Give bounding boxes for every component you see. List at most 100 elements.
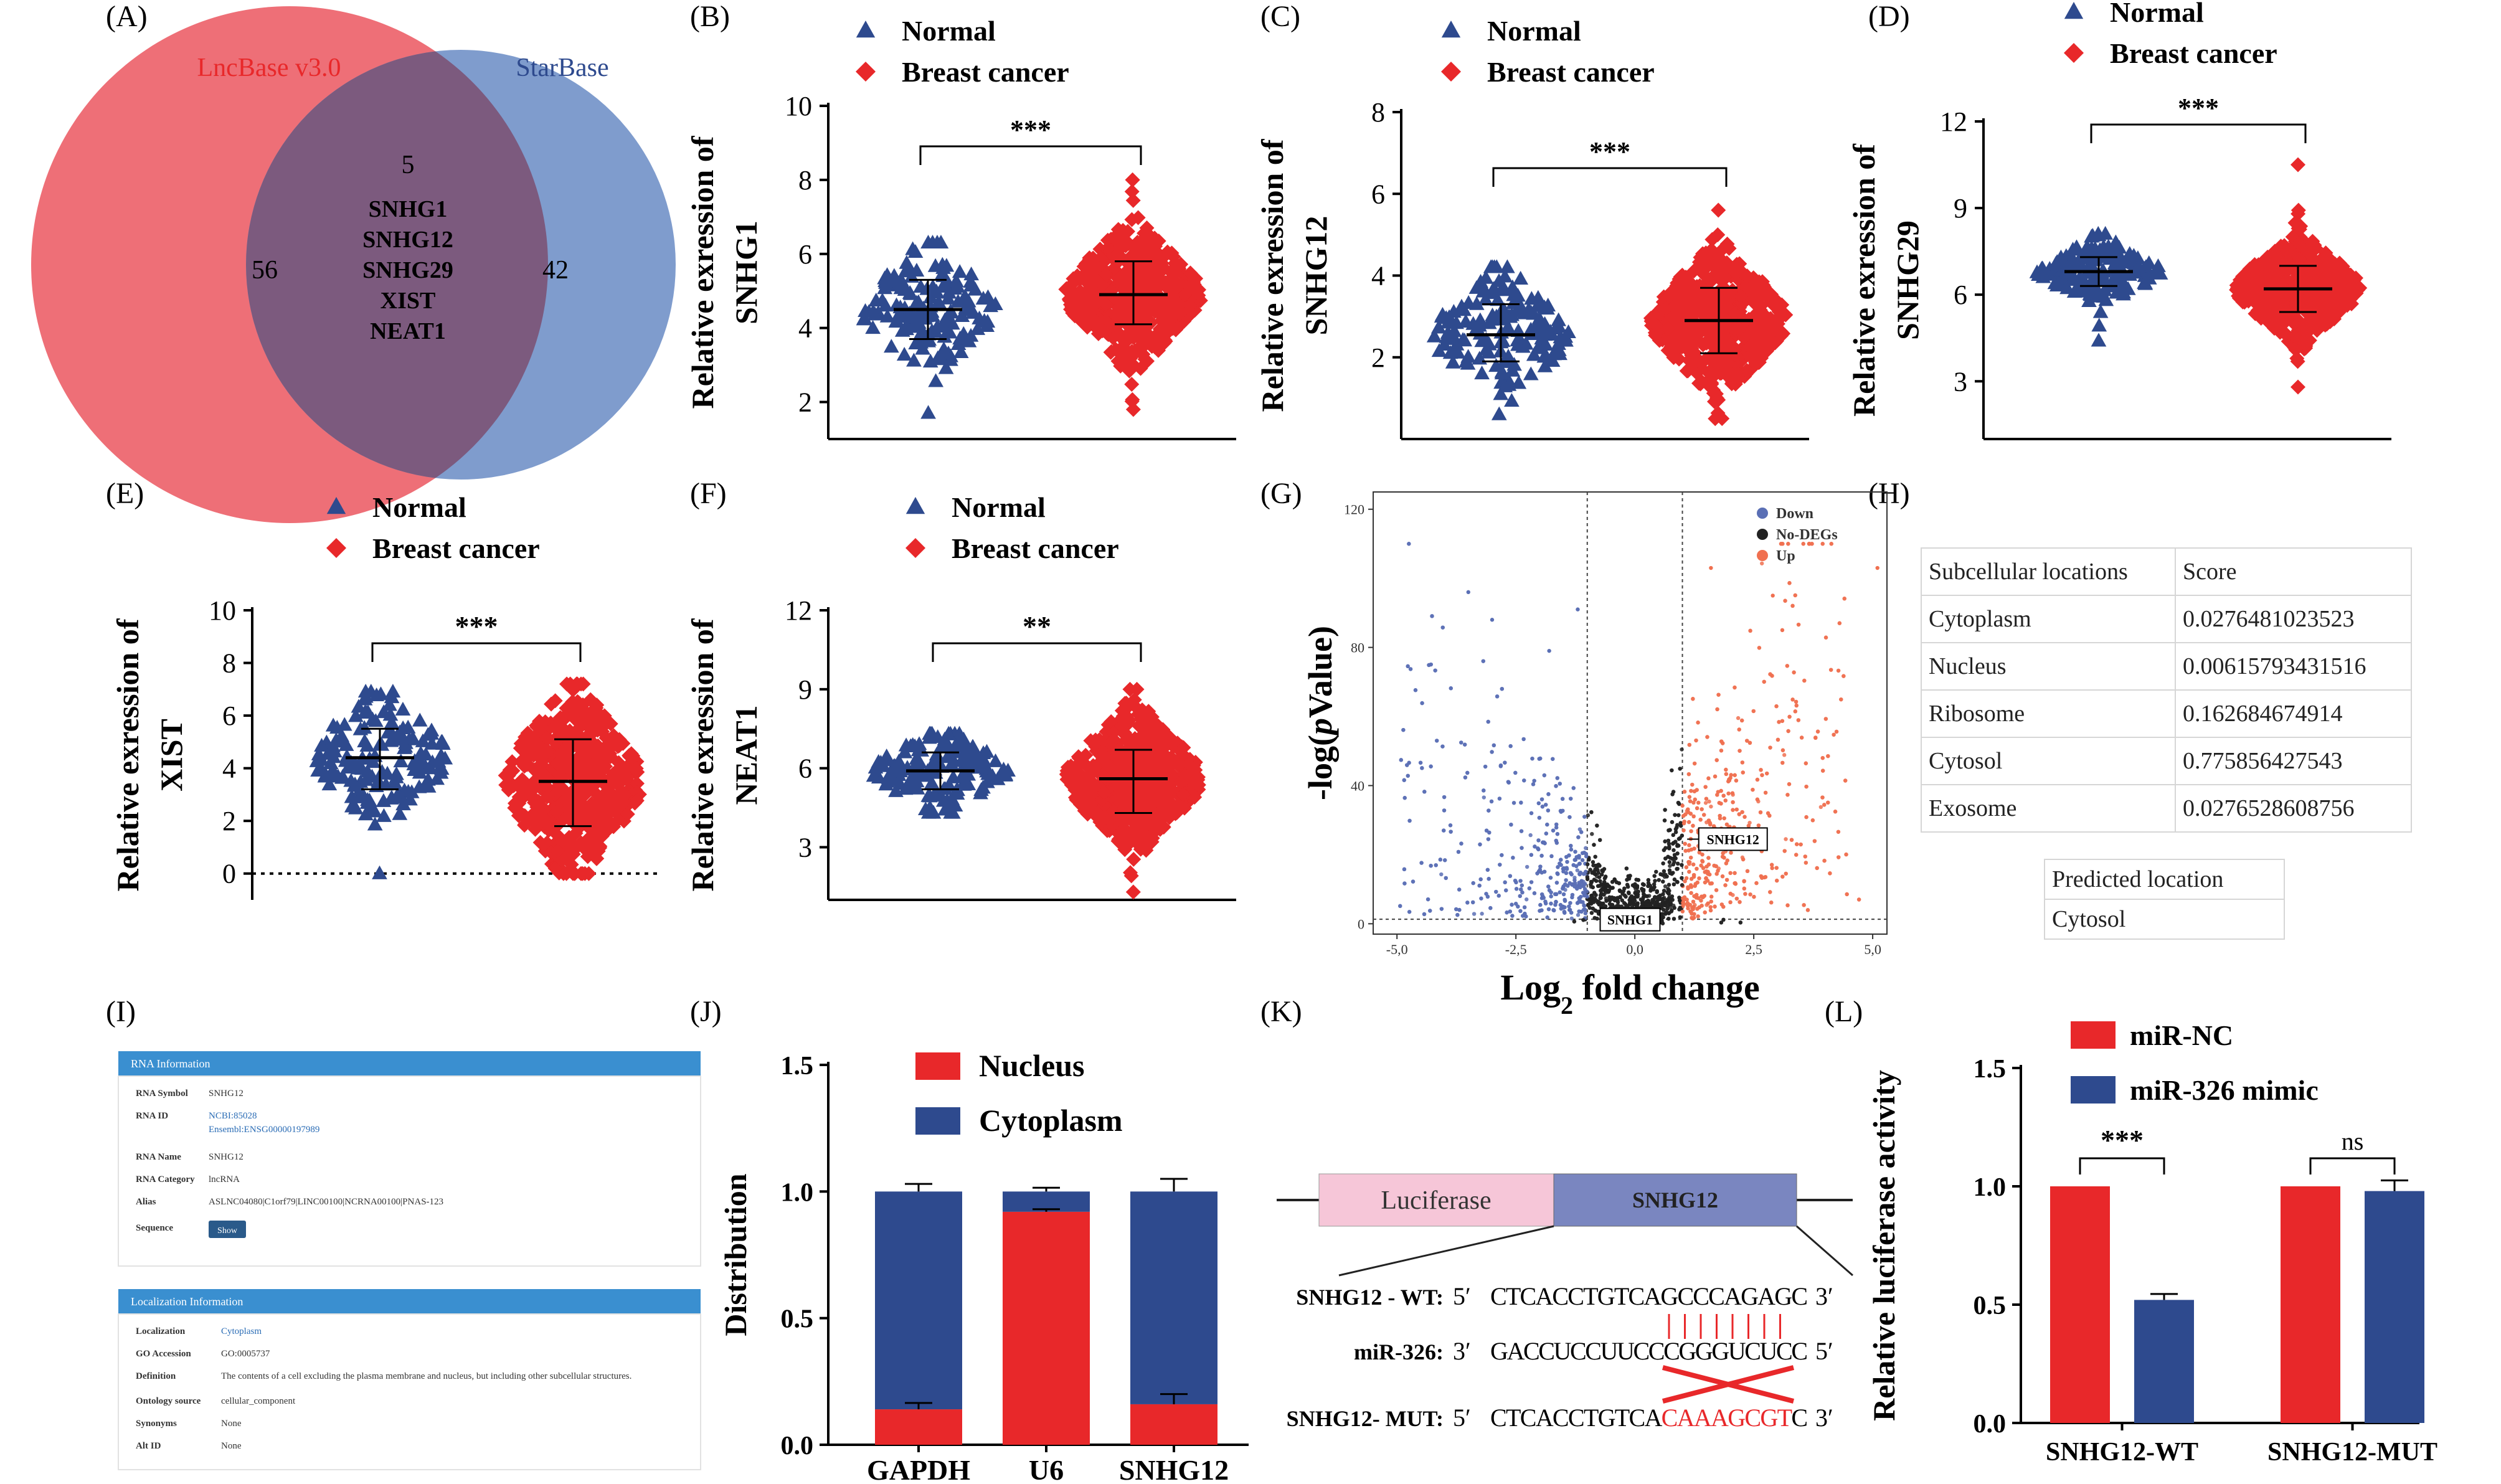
marker-triangle (2053, 249, 2069, 263)
marker-diamond (2302, 291, 2317, 306)
volcano-point (1579, 830, 1584, 834)
volcano-point (1485, 867, 1490, 872)
marker-diamond (1104, 344, 1119, 359)
marker-triangle (1524, 291, 1539, 305)
normal-points (856, 234, 1003, 419)
marker-triangle (1485, 259, 1500, 273)
venn-right-title: StarBase (516, 54, 608, 82)
marker-triangle (1445, 354, 1461, 369)
marker-diamond (2300, 243, 2316, 258)
normal-points (1426, 259, 1576, 420)
marker-diamond (2267, 252, 2282, 267)
y-tick-label: 8 (222, 648, 236, 679)
marker-diamond (2335, 289, 2350, 305)
marker-triangle (1537, 327, 1553, 341)
marker-diamond (1070, 291, 1085, 307)
marker-triangle (1532, 318, 1548, 332)
volcano-point (1525, 897, 1529, 902)
marker-diamond (1711, 202, 1726, 218)
marker-triangle (1441, 21, 1461, 38)
x-tick-label: 5,0 (1864, 942, 1881, 957)
marker-triangle (1494, 365, 1510, 380)
marker-triangle (1473, 279, 1490, 293)
significance-label: *** (1589, 136, 1630, 167)
marker-diamond (2300, 322, 2316, 338)
venn-diagram: LncBase v3.0 StarBase 56 5 42 SNHG1SNHG1… (31, 6, 676, 523)
panel-letter-a: (A) (106, 0, 148, 33)
marker-triangle (1510, 337, 1526, 351)
y-tick-label: 8 (798, 165, 812, 196)
marker-triangle (906, 352, 922, 367)
normal-points (309, 684, 453, 879)
y-tick-label: 4 (222, 754, 236, 784)
marker-diamond (1118, 346, 1134, 361)
marker-diamond (1691, 353, 1707, 369)
marker-diamond (1100, 240, 1116, 256)
cancer-points (1058, 172, 1208, 417)
legend-label-normal: Normal (1487, 15, 1581, 47)
marker-triangle (1496, 282, 1513, 296)
marker-triangle (1526, 347, 1542, 361)
marker-triangle (1523, 366, 1539, 380)
panel-letter-f: (F) (690, 477, 727, 510)
marker-diamond (1721, 369, 1736, 385)
marker-diamond (1739, 268, 1755, 284)
marker-diamond (1695, 254, 1711, 270)
volcano-point (1480, 912, 1484, 916)
legend-label-normal: Normal (902, 15, 996, 47)
marker-diamond (1758, 337, 1774, 352)
marker-diamond (1098, 296, 1113, 312)
marker-triangle (909, 263, 925, 277)
volcano-point (1528, 833, 1533, 838)
y-tick-label: 0 (222, 859, 236, 889)
legend-label-normal: Normal (372, 491, 466, 523)
marker-triangle (1501, 321, 1517, 335)
marker-triangle (934, 257, 950, 271)
marker-diamond (1702, 275, 1718, 290)
marker-diamond (1183, 298, 1198, 313)
volcano-point (1586, 813, 1591, 818)
marker-triangle (965, 305, 981, 319)
venn-gene-label: SNHG1 (369, 196, 448, 222)
marker-triangle (889, 313, 905, 327)
marker-diamond (1648, 318, 1663, 333)
cancer-points (1643, 202, 1794, 427)
marker-triangle (1523, 321, 1539, 336)
marker-diamond (1141, 227, 1156, 242)
marker-triangle (865, 319, 881, 334)
volcano-point (1759, 561, 1764, 565)
marker-diamond (1137, 351, 1153, 367)
panel-letter-h: (H) (1868, 477, 1910, 510)
marker-triangle (1523, 305, 1539, 319)
marker-diamond (2235, 294, 2251, 310)
volcano-point (1716, 692, 1721, 697)
marker-diamond (326, 538, 346, 558)
marker-diamond (1724, 260, 1739, 275)
y-tick-label: 3 (798, 832, 812, 863)
volcano-point (1407, 910, 1412, 914)
marker-triangle (1458, 313, 1474, 328)
marker-diamond (1061, 291, 1077, 307)
marker-diamond (1080, 266, 1095, 281)
marker-triangle (2122, 267, 2138, 281)
marker-triangle (1546, 346, 1562, 360)
marker-diamond (2297, 335, 2313, 351)
marker-diamond (1125, 172, 1140, 187)
volcano-point (1482, 795, 1487, 800)
venn-gene-label: NEAT1 (370, 318, 446, 344)
volcano-point (1576, 913, 1581, 917)
marker-triangle (1430, 319, 1447, 334)
marker-diamond (1088, 295, 1104, 311)
marker-diamond (1114, 295, 1130, 311)
marker-triangle (2120, 281, 2136, 295)
marker-triangle (896, 347, 912, 361)
marker-diamond (1158, 333, 1173, 349)
marker-triangle (1494, 302, 1510, 316)
y-axis-label-line2: SNHG1 (729, 220, 764, 324)
plot-frame (1373, 491, 1888, 935)
marker-diamond (1696, 321, 1712, 337)
venn-overlap-count: 5 (402, 151, 415, 179)
volcano-point (1802, 903, 1806, 907)
volcano-point (1815, 729, 1820, 734)
panel-letter-g: (G) (1260, 477, 1302, 510)
